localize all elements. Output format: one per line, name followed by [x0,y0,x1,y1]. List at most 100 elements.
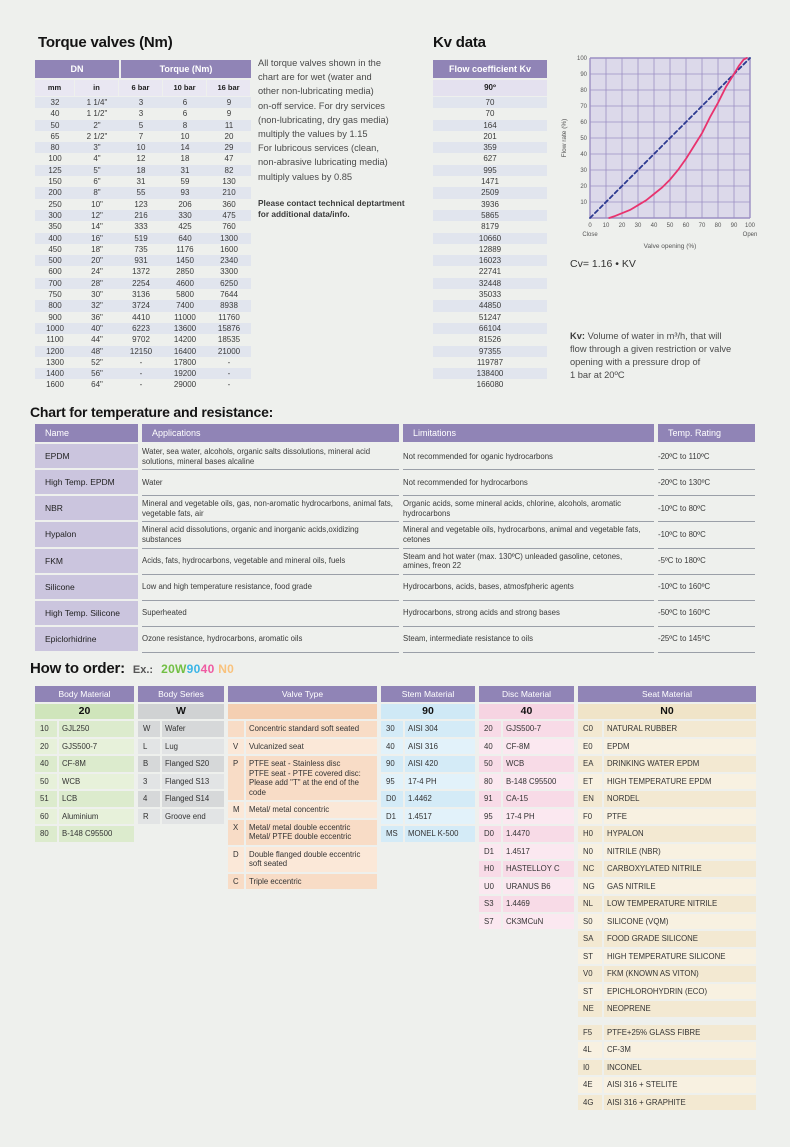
order-item-label: AISI 316 + STELITE [604,1077,756,1093]
temperature-limitations-cell: Hydrocarbons, strong acids and strong ba… [403,601,654,627]
torque-cell: 6" [93,177,101,187]
torque-cell: 1000 [46,323,64,333]
order-item-code: 40 [479,738,501,754]
torque-cell: 8938 [220,301,238,311]
order-item: 40 AISI 316 [381,738,475,754]
order-column-blue: Stem Material 90 30 AISI 304 40 AISI 316 90 AIS… [381,686,475,844]
order-item: P PTFE seat - Stainless disc PTFE seat - … [228,756,377,800]
order-item-code: F5 [578,1024,602,1040]
kv-value-row: 166080 [476,380,504,390]
torque-cell: 7 [138,131,144,141]
order-item-code: W [138,721,160,737]
order-item-label: LOW TEMPERATURE NITRILE [604,896,756,912]
svg-text:100: 100 [745,223,756,229]
torque-row: 32 1 1/4" 3 6 9 [35,97,251,109]
order-item: D0 1.4470 [479,826,574,842]
torque-cell: 475 [222,210,236,220]
temperature-applications-cell: Superheated [142,601,399,627]
torque-cell: - [139,380,143,390]
temperature-name-cell: Hypalon [35,522,138,547]
torque-cell: 10" [91,199,103,209]
order-item-code: 40 [381,738,403,754]
svg-text:30: 30 [580,168,587,174]
torque-unit-header: 6 bar [119,80,163,96]
temperature-applications-cell: Water, sea water, alcohols, organic salt… [142,444,399,471]
order-item-label: GJS500-7 [503,721,574,737]
order-item-code: P [228,756,244,800]
kv-value-row: 66104 [433,322,547,335]
torque-cell: 82 [224,165,234,175]
torque-header-dn: DN [35,60,119,78]
order-item-code: C [228,873,244,889]
order-item-code: D0 [381,791,403,807]
order-column-header: Body Series [138,686,224,702]
kv-value-row: 3936 [481,199,499,209]
torque-cell: 216 [134,210,148,220]
order-item-label: Concentric standard soft seated [246,721,377,737]
order-item-label: URANUS B6 [503,878,574,894]
torque-cell: 150 [48,177,62,187]
order-item-label: FOOD GRADE SILICONE [604,931,756,947]
order-item-code: V0 [578,966,602,982]
order-item-label: 17-4 PH [405,773,475,789]
svg-text:80: 80 [715,223,722,229]
temperature-rating-cell: -5ºC to 180ºC [658,549,755,575]
torque-cell: 11 [224,120,234,130]
torque-cell: 20" [91,256,103,266]
order-column-header: Body Material [35,686,134,702]
torque-cell: 300 [48,210,62,220]
order-item-label: SILICONE (VQM) [604,913,756,929]
torque-cell: 15876 [217,323,241,333]
torque-cell: 9 [226,109,232,119]
torque-cell: 2850 [176,267,194,277]
kv-value-row: 1471 [481,177,499,187]
torque-row: 1200 48" 12150 16400 21000 [35,345,251,357]
torque-row: 1000 40" 6223 13600 15876 [35,322,251,335]
order-item: Concentric standard soft seated [228,721,377,737]
order-item: EN NORDEL [578,791,756,807]
torque-row: 400 16" 519 640 1300 [35,232,251,244]
temperature-name-cell: Silicone [35,574,138,599]
temperature-rating-cell: -25ºC to 145ºC [658,627,755,653]
order-item-label: Metal/ metal double eccentric Metal/ PTF… [246,819,377,845]
order-item: 90 AISI 420 [381,756,475,772]
temperature-limitations-cell: Mineral and vegetable oils, hydrocarbons… [403,522,654,549]
svg-text:Flow rate (%): Flow rate (%) [561,119,568,158]
torque-cell: - [139,357,143,367]
order-item: D1 1.4517 [479,843,574,859]
kv-value-row: 70 [485,109,495,119]
torque-cell: 250 [48,199,62,209]
svg-text:60: 60 [580,120,587,126]
torque-cell: 18535 [217,335,241,345]
order-item: MS MONEL K-500 [381,826,475,842]
torque-cell: 4600 [176,278,194,288]
torque-cell: 59 [180,177,190,187]
temperature-column-header: Applications [142,424,399,442]
torque-cell: 500 [48,256,62,266]
kv-value-row: 5865 [433,209,547,222]
temperature-row: Epiclorhidrine Ozone resistance, hydrocar… [35,626,755,653]
torque-row: 450 18" 735 1176 1600 [35,244,251,255]
torque-cell: 18" [91,244,103,254]
kv-value-row: 44850 [433,300,547,312]
order-item-label: EPDM [604,738,756,754]
order-item-code: V [228,738,244,754]
torque-cell: 47 [224,154,234,164]
torque-cell: 31 [180,165,190,175]
kv-definition-note: Kv: Volume of water in m³/h, that will f… [570,330,775,382]
torque-table: DN Torque (Nm) mm in 6 bar 10 bar 16 bar 32 1… [35,60,251,391]
torque-cell: 1372 [132,267,150,277]
order-item-code: 50 [479,756,501,772]
temperature-row: High Temp. EPDM Water Not recommended for … [35,470,755,497]
order-column-code: 20 [35,704,134,719]
torque-row: 100 4" 12 18 47 [35,153,251,164]
torque-row: 250 10" 123 206 360 [35,199,251,210]
order-item-code: D0 [479,826,501,842]
order-item-label: AISI 420 [405,756,475,772]
order-item-code: U0 [479,878,501,894]
torque-cell: 65 [50,131,60,141]
kv-value-row: 22741 [478,267,502,277]
kv-value-row: 138400 [433,368,547,380]
torque-header-torque: Torque (Nm) [121,60,251,78]
order-item-code: 4 [138,791,160,807]
